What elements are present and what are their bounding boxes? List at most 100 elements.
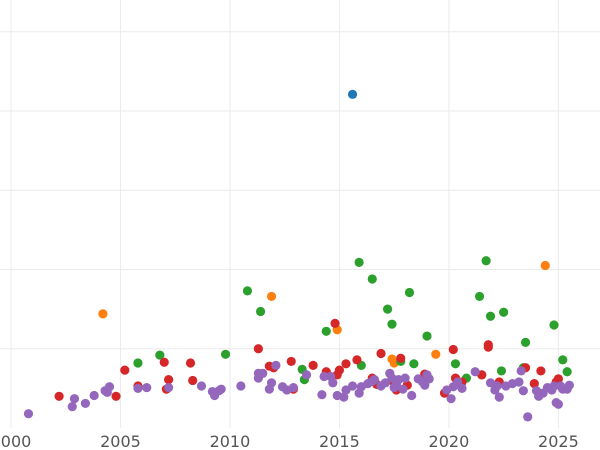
data-point-s3-4 [159, 357, 169, 367]
data-point-s2-23 [496, 366, 507, 376]
data-point-s0-0 [347, 89, 358, 99]
data-point-s3-8 [188, 375, 198, 386]
x-tick-label-0: 2000 [0, 432, 31, 450]
series-2 [133, 256, 572, 385]
data-point-s2-16 [422, 331, 432, 341]
data-point-s4-56 [446, 394, 456, 404]
data-point-s2-26 [520, 337, 531, 347]
data-point-s4-76 [549, 381, 559, 391]
data-point-s4-59 [457, 383, 467, 393]
data-point-s4-67 [514, 377, 524, 387]
data-point-s2-1 [155, 350, 165, 360]
data-point-s4-1 [67, 402, 77, 412]
data-point-s3-26 [396, 353, 406, 363]
data-point-s4-49 [407, 390, 417, 401]
data-point-s4-54 [424, 374, 434, 384]
data-point-s4-70 [523, 412, 533, 422]
data-point-s2-24 [499, 307, 509, 317]
data-point-s4-68 [516, 366, 526, 376]
data-point-s4-15 [216, 384, 226, 394]
data-point-s2-28 [558, 355, 568, 365]
data-point-s1-6 [540, 260, 550, 271]
data-point-s3-6 [164, 375, 174, 385]
x-tick-label-3: 2015 [319, 432, 360, 450]
data-point-s4-34 [347, 381, 358, 391]
data-point-s3-38 [529, 379, 539, 389]
series-4 [23, 360, 574, 422]
grid [0, 0, 600, 428]
data-point-s2-14 [404, 287, 415, 298]
data-point-s4-11 [196, 381, 207, 391]
data-point-s4-27 [317, 390, 327, 400]
data-point-s2-19 [474, 291, 485, 302]
x-axis-tick-labels: 2000 2005 2010 2015 2020 2025 [0, 432, 579, 450]
data-point-s4-41 [380, 378, 391, 388]
series-1 [98, 260, 550, 368]
series-3 [54, 318, 563, 401]
data-point-s2-8 [354, 257, 364, 267]
data-point-s4-22 [271, 360, 281, 370]
data-point-s4-16 [236, 381, 246, 391]
data-point-s4-8 [133, 383, 143, 393]
data-point-s3-35 [483, 342, 493, 352]
data-point-s3-0 [54, 391, 64, 401]
data-point-s2-15 [409, 359, 419, 369]
data-point-s2-17 [450, 359, 461, 369]
data-points [23, 89, 574, 422]
data-point-s3-16 [330, 318, 340, 328]
data-point-s4-26 [301, 370, 312, 380]
data-point-s2-12 [387, 319, 397, 329]
data-point-s4-4 [89, 390, 99, 401]
data-point-s2-22 [485, 311, 496, 321]
data-point-s3-7 [185, 358, 196, 368]
data-point-s3-2 [120, 365, 130, 375]
data-point-s4-39 [369, 375, 380, 385]
data-point-s1-5 [431, 349, 441, 359]
data-point-s3-12 [286, 356, 296, 367]
data-point-s3-14 [308, 360, 318, 370]
data-point-s2-11 [382, 304, 393, 314]
data-point-s4-2 [69, 394, 80, 404]
data-point-s3-41 [553, 374, 563, 384]
data-point-s2-4 [255, 306, 266, 317]
x-tick-label-1: 2005 [100, 432, 141, 450]
data-point-s3-9 [253, 344, 263, 354]
data-point-s3-19 [341, 359, 351, 369]
data-point-s4-48 [400, 373, 410, 383]
data-point-s4-63 [492, 381, 502, 391]
data-point-s2-29 [562, 367, 572, 377]
data-point-s1-1 [266, 291, 277, 302]
data-point-s4-47 [398, 384, 408, 394]
series-0 [347, 89, 358, 99]
data-point-s4-28 [319, 371, 329, 382]
data-point-s3-18 [334, 365, 345, 375]
data-point-s4-19 [258, 368, 268, 378]
data-point-s4-60 [470, 367, 480, 377]
data-point-s4-21 [266, 378, 277, 388]
data-point-s4-0 [23, 409, 34, 419]
data-point-s4-3 [80, 398, 91, 409]
data-point-s2-7 [321, 326, 331, 336]
data-point-s3-30 [448, 344, 458, 355]
data-point-s2-27 [549, 320, 559, 330]
data-point-s4-25 [288, 382, 299, 393]
x-tick-label-4: 2020 [429, 432, 470, 450]
data-point-s4-32 [339, 392, 349, 402]
data-point-s2-10 [367, 274, 377, 284]
data-point-s1-0 [98, 309, 108, 319]
x-tick-label-2: 2010 [210, 432, 251, 450]
data-point-s4-82 [564, 380, 574, 390]
data-point-s2-0 [133, 358, 143, 368]
data-point-s4-30 [328, 378, 338, 388]
data-point-s2-2 [220, 349, 231, 359]
data-point-s4-9 [142, 382, 152, 393]
data-point-s2-21 [481, 256, 491, 266]
data-point-s4-10 [164, 382, 174, 393]
x-tick-label-5: 2025 [538, 432, 579, 450]
data-point-s3-23 [376, 348, 386, 359]
data-point-s2-3 [242, 286, 253, 296]
data-point-s3-1 [111, 391, 121, 401]
data-point-s4-7 [104, 382, 115, 392]
data-point-s3-20 [352, 355, 362, 365]
